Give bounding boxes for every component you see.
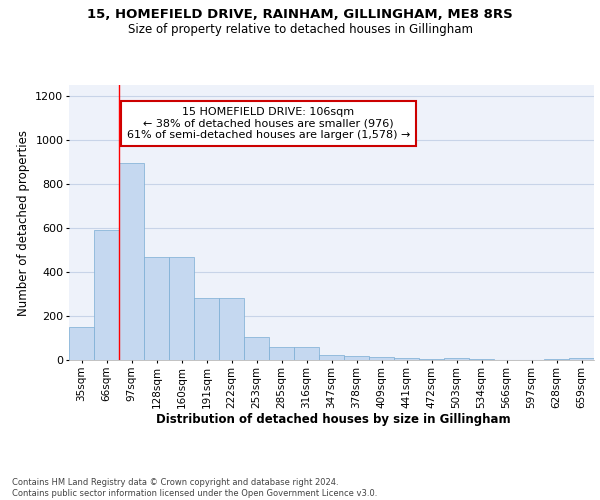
- Bar: [419, 359, 444, 360]
- Bar: [244, 338, 269, 360]
- Text: Size of property relative to detached houses in Gillingham: Size of property relative to detached ho…: [128, 22, 473, 36]
- Bar: [569, 358, 594, 360]
- Bar: [69, 327, 94, 360]
- Bar: [169, 256, 194, 360]
- Bar: [144, 256, 169, 360]
- Text: 15, HOMEFIELD DRIVE, RAINHAM, GILLINGHAM, ME8 8RS: 15, HOMEFIELD DRIVE, RAINHAM, GILLINGHAM…: [87, 8, 513, 20]
- Text: Contains HM Land Registry data © Crown copyright and database right 2024.
Contai: Contains HM Land Registry data © Crown c…: [12, 478, 377, 498]
- Bar: [369, 358, 394, 360]
- Bar: [294, 347, 319, 360]
- Bar: [219, 298, 244, 360]
- Bar: [119, 163, 144, 360]
- Bar: [444, 358, 469, 360]
- Text: Distribution of detached houses by size in Gillingham: Distribution of detached houses by size …: [155, 412, 511, 426]
- Y-axis label: Number of detached properties: Number of detached properties: [17, 130, 30, 316]
- Bar: [394, 358, 419, 360]
- Bar: [319, 354, 344, 360]
- Bar: [269, 347, 294, 360]
- Bar: [344, 356, 369, 360]
- Bar: [94, 230, 119, 360]
- Bar: [194, 298, 219, 360]
- Text: 15 HOMEFIELD DRIVE: 106sqm
← 38% of detached houses are smaller (976)
61% of sem: 15 HOMEFIELD DRIVE: 106sqm ← 38% of deta…: [127, 107, 410, 140]
